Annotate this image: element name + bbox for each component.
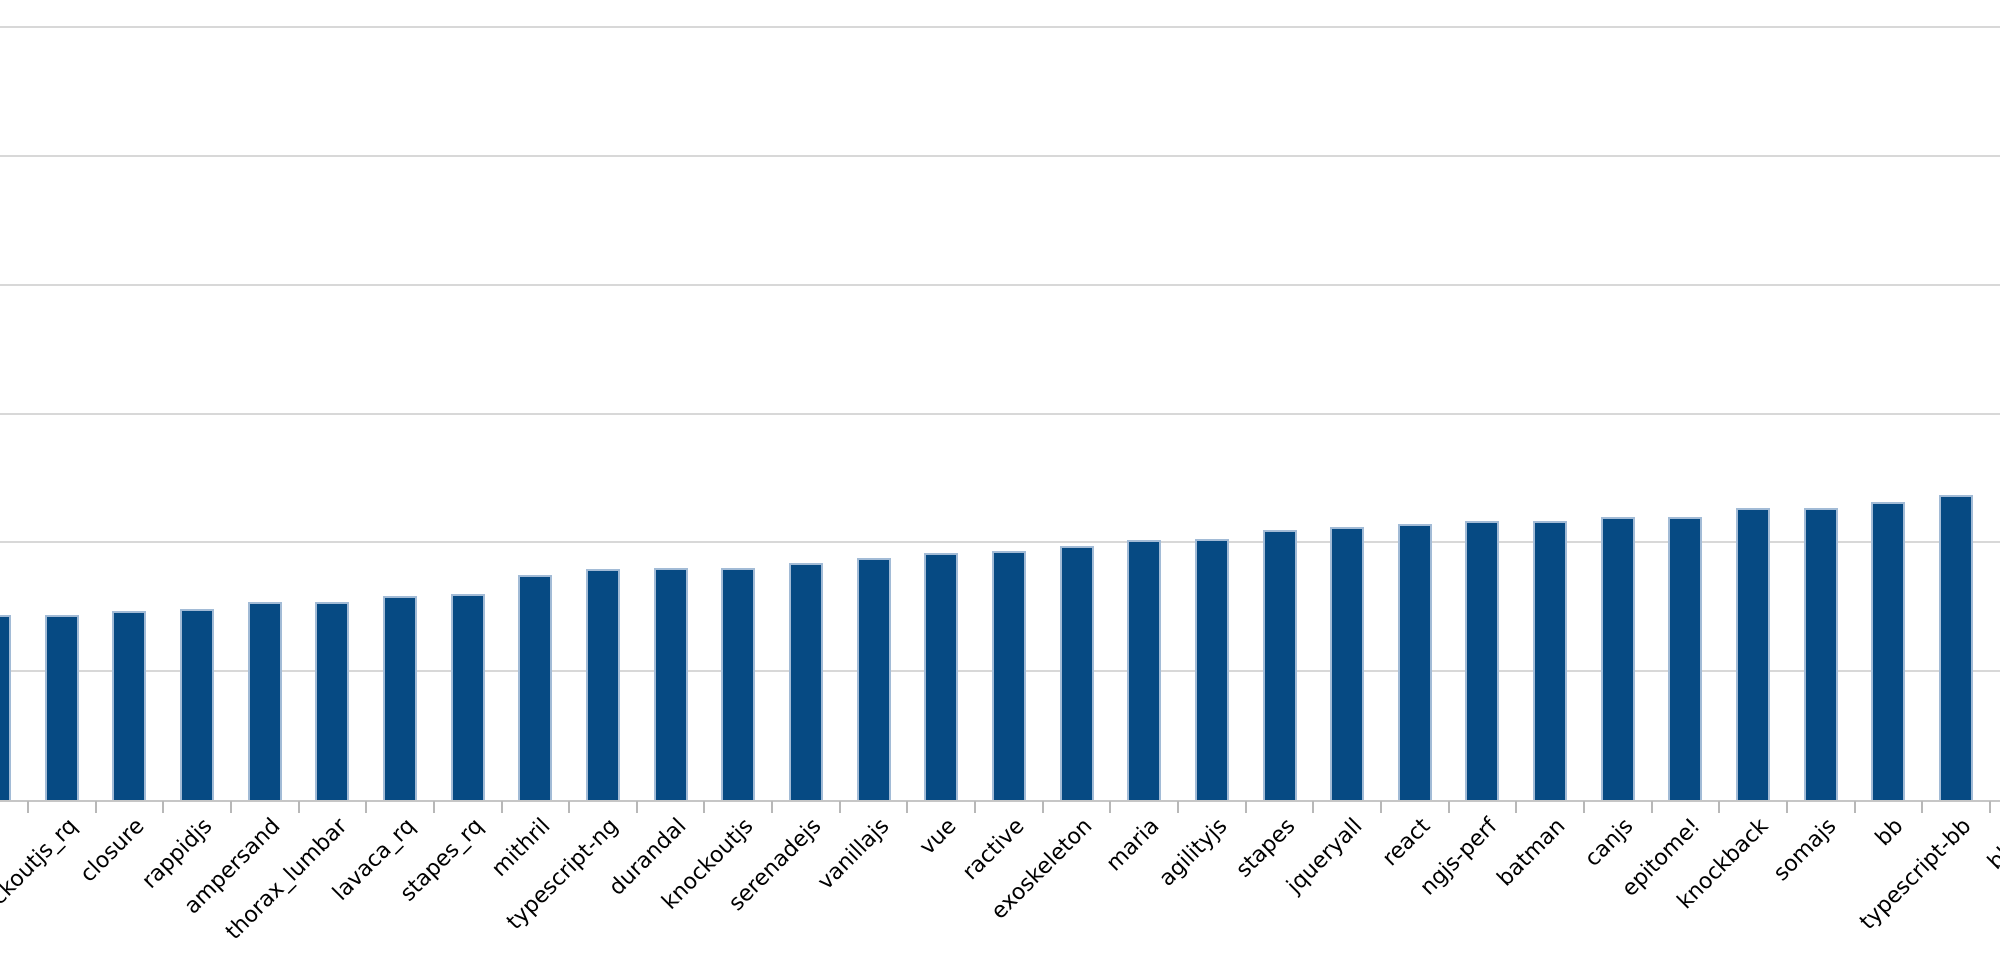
bar-ngjs-perf [1465,520,1500,800]
bar-ampersand [247,601,282,800]
x-axis-tick [26,801,29,813]
bar-knockoutjs [721,568,756,800]
x-axis-tick [1718,801,1721,813]
x-axis-tick [1379,801,1382,813]
bar-canjs [1600,516,1635,800]
bar-thorax_lumbar [315,601,350,800]
x-axis-tick [974,801,977,813]
gridline [0,283,2000,286]
bar-rappidjs [180,609,215,800]
x-axis-tick [1447,801,1450,813]
x-axis-tick [229,801,232,813]
x-axis-tick [568,801,571,813]
bar-exoskeleton [1059,546,1094,800]
bar-typescript-ng [586,569,620,800]
x-axis-tick [1785,801,1788,813]
bar-jqueryall [1330,526,1365,800]
bar-mithril [518,574,553,800]
bar-agilityjs [1194,538,1229,800]
bar-vue [924,552,959,800]
x-axis-tick [1177,801,1180,813]
x-axis-tick [1582,801,1585,813]
x-axis-tick [500,801,503,813]
bar-typescript-bb [1939,494,1973,800]
bar-epitome! [1668,516,1703,800]
gridline [0,155,2000,157]
bar-cropped-left [0,614,12,800]
x-axis-tick [703,801,706,813]
x-axis-tick [432,801,435,813]
bar-stapes_rq [450,593,485,800]
x-axis-tick [1312,801,1315,813]
bar-batman [1533,520,1568,800]
x-axis-tick [771,801,774,813]
x-axis-tick [1515,801,1518,813]
x-axis-tick [635,801,638,813]
bar-stapes [1262,529,1297,800]
bar-knockback [1736,507,1771,800]
x-axis-tick [838,801,841,813]
x-axis-tick [297,801,300,813]
x-axis-tick [906,801,909,813]
x-axis-tick [1109,801,1112,813]
x-axis-line [0,800,2000,802]
bar-ractive [991,551,1026,800]
bar-bb [1871,502,1906,800]
x-axis-tick [1921,801,1924,813]
bar-react [1397,524,1432,800]
x-axis-tick [94,801,97,813]
x-axis-tick [1041,801,1044,813]
x-axis-tick [365,801,368,813]
bar-durandal [653,568,688,800]
bar-serenadejs [788,563,823,800]
gridline [0,412,2000,415]
bar-somajs [1803,507,1838,800]
x-axis-tick [1650,801,1653,813]
bar-lavaca_rq [383,596,418,800]
bar-maria [1127,539,1162,800]
x-axis-tick [1244,801,1247,813]
gridline [0,26,2000,29]
bar-knockoutjs_rq [44,614,79,800]
x-axis-tick [1988,801,1991,813]
gridline [0,541,2000,544]
bar-vanillajs [856,557,891,800]
x-axis-tick [162,801,165,813]
bar-closure [112,610,147,800]
x-axis-tick [1853,801,1856,813]
